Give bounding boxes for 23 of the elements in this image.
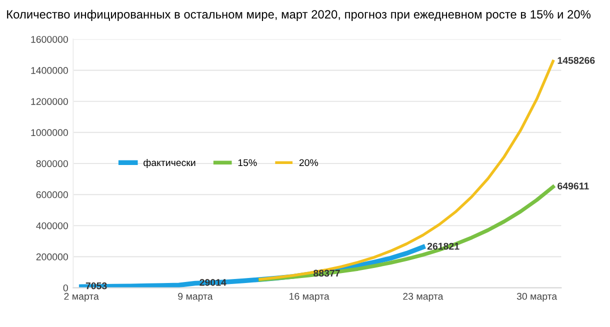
chart-title: Количество инфицированных в остальном мире, март 2020, прогноз при ежедневном росте в 15% и 20% bbox=[7, 10, 591, 21]
line-series bbox=[258, 60, 554, 281]
legend-label: 15% bbox=[238, 159, 257, 166]
y-tick-label: 400000 bbox=[36, 222, 68, 230]
x-tick-label: 16 марта bbox=[290, 292, 330, 302]
legend-label: фактически bbox=[144, 158, 196, 168]
y-tick-label: 800000 bbox=[36, 160, 68, 168]
x-tick-label: 23 марта bbox=[403, 292, 444, 302]
legend-label: 20% bbox=[299, 159, 318, 166]
y-tick-label: 600000 bbox=[36, 191, 68, 198]
y-tick-label: 1200000 bbox=[31, 98, 68, 105]
x-tick-label: 2 марта bbox=[64, 292, 99, 302]
y-tick-label: 1400000 bbox=[31, 67, 68, 74]
y-tick-label: 200000 bbox=[36, 253, 68, 260]
y-tick-label: 0 bbox=[63, 284, 68, 292]
y-tick-label: 1000000 bbox=[31, 129, 68, 136]
data-label: 29014 bbox=[200, 278, 226, 286]
x-tick-label: 9 марта bbox=[178, 292, 213, 302]
data-label: 1458266 bbox=[558, 56, 595, 64]
y-tick-label: 1600000 bbox=[31, 36, 68, 43]
data-label: 649611 bbox=[558, 182, 589, 190]
line-series bbox=[258, 184, 555, 282]
x-tick-label: 30 марта bbox=[516, 292, 558, 302]
